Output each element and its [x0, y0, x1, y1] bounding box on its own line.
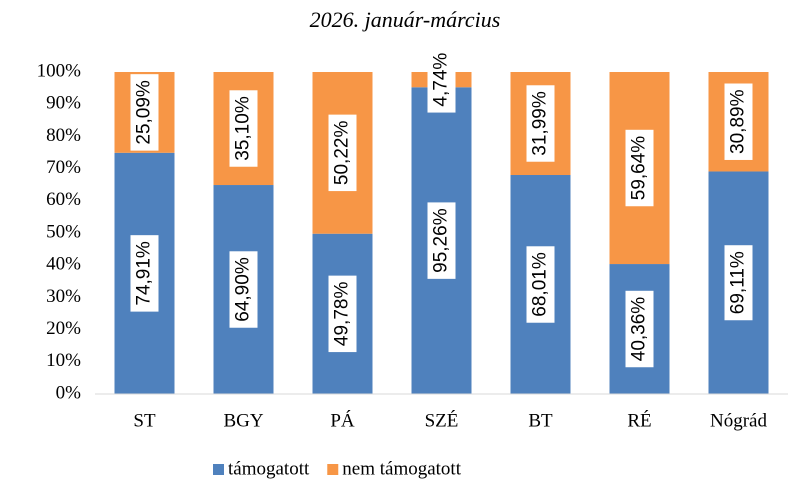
label-box [526, 246, 555, 323]
data-label: 95,26% [431, 208, 452, 273]
y-tick-label: 60% [46, 189, 81, 210]
y-tick-label: 0% [56, 382, 82, 403]
x-tick-label: BGY [223, 410, 263, 431]
y-tick-label: 30% [46, 286, 81, 307]
legend-swatch [213, 464, 224, 475]
data-label: 74,91% [134, 241, 155, 306]
label-box [229, 90, 258, 167]
data-label: 25,09% [134, 80, 155, 145]
x-tick-label: Nógrád [710, 410, 767, 431]
label-box [526, 85, 555, 162]
legend-label: nem támogatott [342, 458, 461, 479]
y-tick-label: 10% [46, 350, 81, 371]
label-box [427, 46, 456, 113]
data-label: 68,01% [530, 252, 551, 317]
y-tick-label: 40% [46, 254, 81, 275]
data-label: 30,89% [728, 89, 749, 154]
label-box [427, 202, 456, 279]
x-tick-label: ST [133, 410, 156, 431]
data-label: 64,90% [233, 257, 254, 322]
label-box [229, 251, 258, 328]
legend-label: támogatott [228, 458, 310, 479]
data-label: 4,74% [431, 53, 452, 107]
data-label: 59,64% [629, 136, 650, 201]
data-label: 40,36% [629, 297, 650, 362]
data-label: 69,11% [728, 251, 749, 314]
data-label: 49,78% [332, 282, 353, 347]
data-label: 50,22% [332, 121, 353, 186]
label-box [625, 290, 654, 368]
data-label: 31,99% [530, 91, 551, 156]
y-tick-label: 80% [46, 125, 81, 146]
data-label: 35,10% [233, 96, 254, 161]
y-tick-label: 50% [46, 221, 81, 242]
y-tick-label: 70% [46, 157, 81, 178]
label-box [625, 129, 654, 207]
x-tick-label: SZÉ [425, 409, 459, 431]
y-tick-label: 90% [46, 93, 81, 114]
label-box [328, 275, 357, 353]
y-tick-label: 100% [37, 60, 82, 81]
label-box [724, 245, 753, 321]
x-tick-label: BT [528, 410, 553, 431]
y-tick-label: 20% [46, 318, 81, 339]
label-box [130, 74, 159, 151]
legend-swatch [327, 464, 339, 475]
x-tick-label: PÁ [330, 409, 355, 431]
label-box [724, 83, 753, 160]
chart-title: 2026. január-március [310, 7, 501, 32]
label-box [328, 114, 357, 192]
label-box [130, 235, 159, 312]
x-tick-label: RÉ [627, 409, 651, 431]
